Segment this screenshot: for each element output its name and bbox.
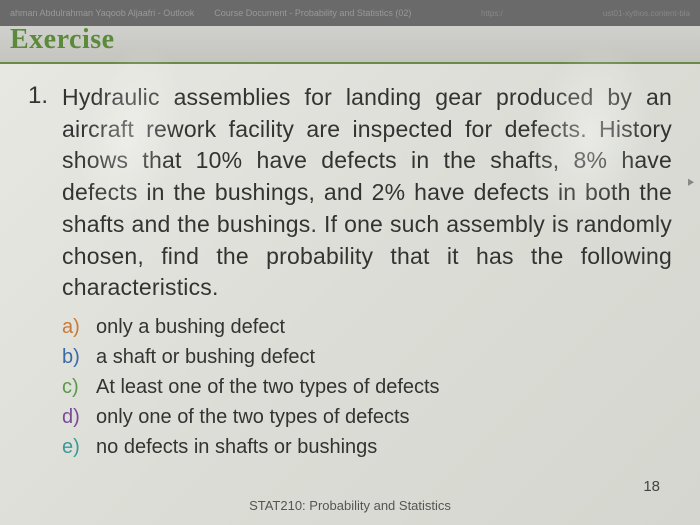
option-c-text: At least one of the two types of defects [96, 372, 440, 402]
page-title: Exercise [10, 24, 115, 56]
slide-content: ▸ 1. Hydraulic assemblies for landing ge… [0, 64, 700, 525]
option-e: e) no defects in shafts or bushings [62, 432, 672, 462]
url-right: ust01-xythos.content-bla [603, 9, 690, 18]
scroll-indicator: ▸ [688, 173, 694, 190]
option-b-label: b) [62, 342, 86, 372]
url-left: https:/ [481, 9, 503, 18]
option-e-text: no defects in shafts or bushings [96, 432, 377, 462]
option-c: c) At least one of the two types of defe… [62, 372, 672, 402]
option-d-text: only one of the two types of defects [96, 402, 410, 432]
option-d-label: d) [62, 402, 86, 432]
option-b: b) a shaft or bushing defect [62, 342, 672, 372]
option-a-label: a) [62, 312, 86, 342]
question-text: Hydraulic assemblies for landing gear pr… [62, 82, 672, 304]
option-a: a) only a bushing defect [62, 312, 672, 342]
question-number: 1. [28, 82, 48, 462]
browser-bar: ahman Abdulrahman Yaqoob Aljaafri - Outl… [0, 0, 700, 26]
option-a-text: only a bushing defect [96, 312, 285, 342]
option-c-label: c) [62, 372, 86, 402]
footer-course: STAT210: Probability and Statistics [0, 498, 700, 513]
question-body: Hydraulic assemblies for landing gear pr… [62, 82, 672, 462]
option-e-label: e) [62, 432, 86, 462]
question-block: 1. Hydraulic assemblies for landing gear… [28, 82, 672, 462]
option-b-text: a shaft or bushing defect [96, 342, 315, 372]
page-number: 18 [643, 478, 660, 495]
browser-tab-left: ahman Abdulrahman Yaqoob Aljaafri - Outl… [10, 8, 194, 18]
options-list: a) only a bushing defect b) a shaft or b… [62, 312, 672, 462]
option-d: d) only one of the two types of defects [62, 402, 672, 432]
browser-tab-center: Course Document - Probability and Statis… [214, 8, 411, 18]
header-strip: Exercise [0, 26, 700, 64]
